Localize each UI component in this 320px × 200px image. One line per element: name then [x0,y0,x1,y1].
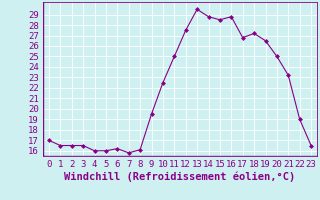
X-axis label: Windchill (Refroidissement éolien,°C): Windchill (Refroidissement éolien,°C) [64,172,296,182]
